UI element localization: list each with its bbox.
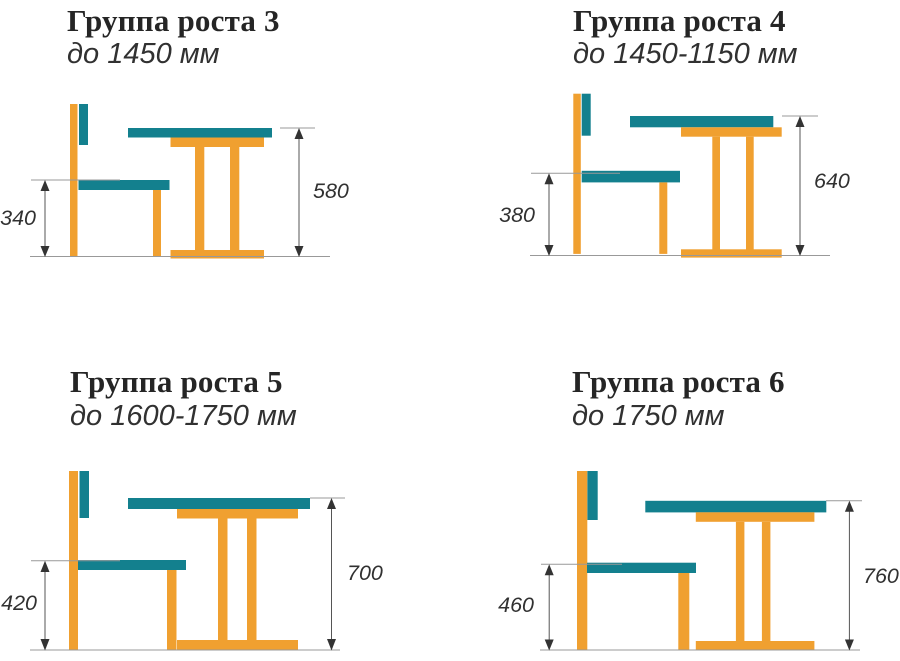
svg-text:580: 580 xyxy=(313,179,349,203)
svg-text:640: 640 xyxy=(814,169,850,193)
svg-text:700: 700 xyxy=(347,561,383,585)
svg-text:760: 760 xyxy=(863,564,899,588)
svg-text:460: 460 xyxy=(498,593,534,617)
svg-text:340: 340 xyxy=(0,206,36,230)
svg-text:420: 420 xyxy=(1,591,37,615)
svg-text:380: 380 xyxy=(499,203,535,227)
